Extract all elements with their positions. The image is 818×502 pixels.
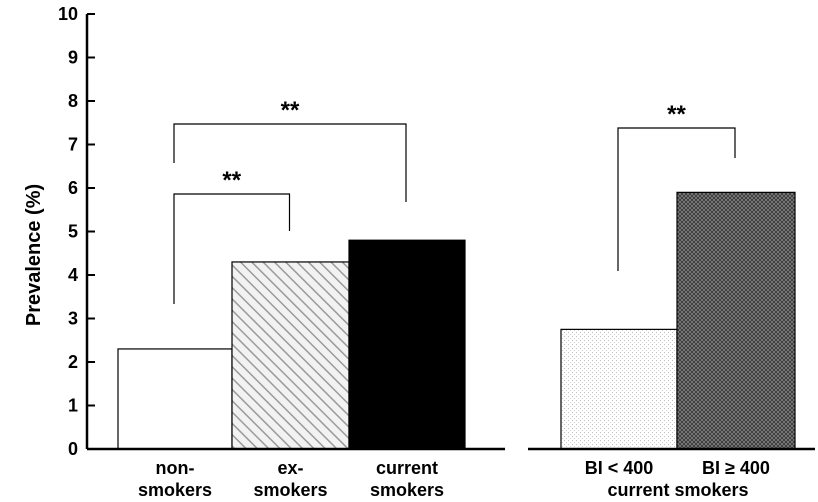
significance-bracket [617,127,736,271]
y-tick-label: 0 [68,439,78,459]
y-tick-label: 7 [68,135,78,155]
y-tick-label: 4 [68,265,78,285]
y-tick-label: 6 [68,178,78,198]
y-tick-label: 1 [68,396,78,416]
y-tick-label: 3 [68,309,78,329]
y-tick-label: 8 [68,91,78,111]
bars-layer [87,191,815,451]
category-label: smokers [253,480,327,500]
category-label: non- [156,458,195,478]
y-axis: 0 1 2 3 4 5 6 7 8 9 10 [58,4,95,459]
category-label: current [376,458,438,478]
significance-marker: ** [667,101,686,128]
category-label: BI < 400 [585,458,654,478]
significance-brackets: ** ** ** [173,97,736,304]
group-label: current smokers [607,480,748,500]
category-label: ex- [277,458,303,478]
significance-bracket [173,193,291,304]
y-tick-label: 9 [68,48,78,68]
y-tick-label: 10 [58,4,78,24]
category-label: BI ≥ 400 [702,458,770,478]
significance-bracket [173,123,407,202]
y-tick-label: 5 [68,222,78,242]
bar [560,328,678,450]
bar [117,348,233,450]
y-tick-label: 2 [68,352,78,372]
bar [676,191,796,450]
bar [348,239,466,450]
y-axis-label: Prevalence (%) [23,184,45,326]
category-label: smokers [370,480,444,500]
significance-marker: ** [222,167,241,194]
category-label: smokers [138,480,212,500]
significance-marker: ** [281,97,300,124]
bar [231,261,350,450]
